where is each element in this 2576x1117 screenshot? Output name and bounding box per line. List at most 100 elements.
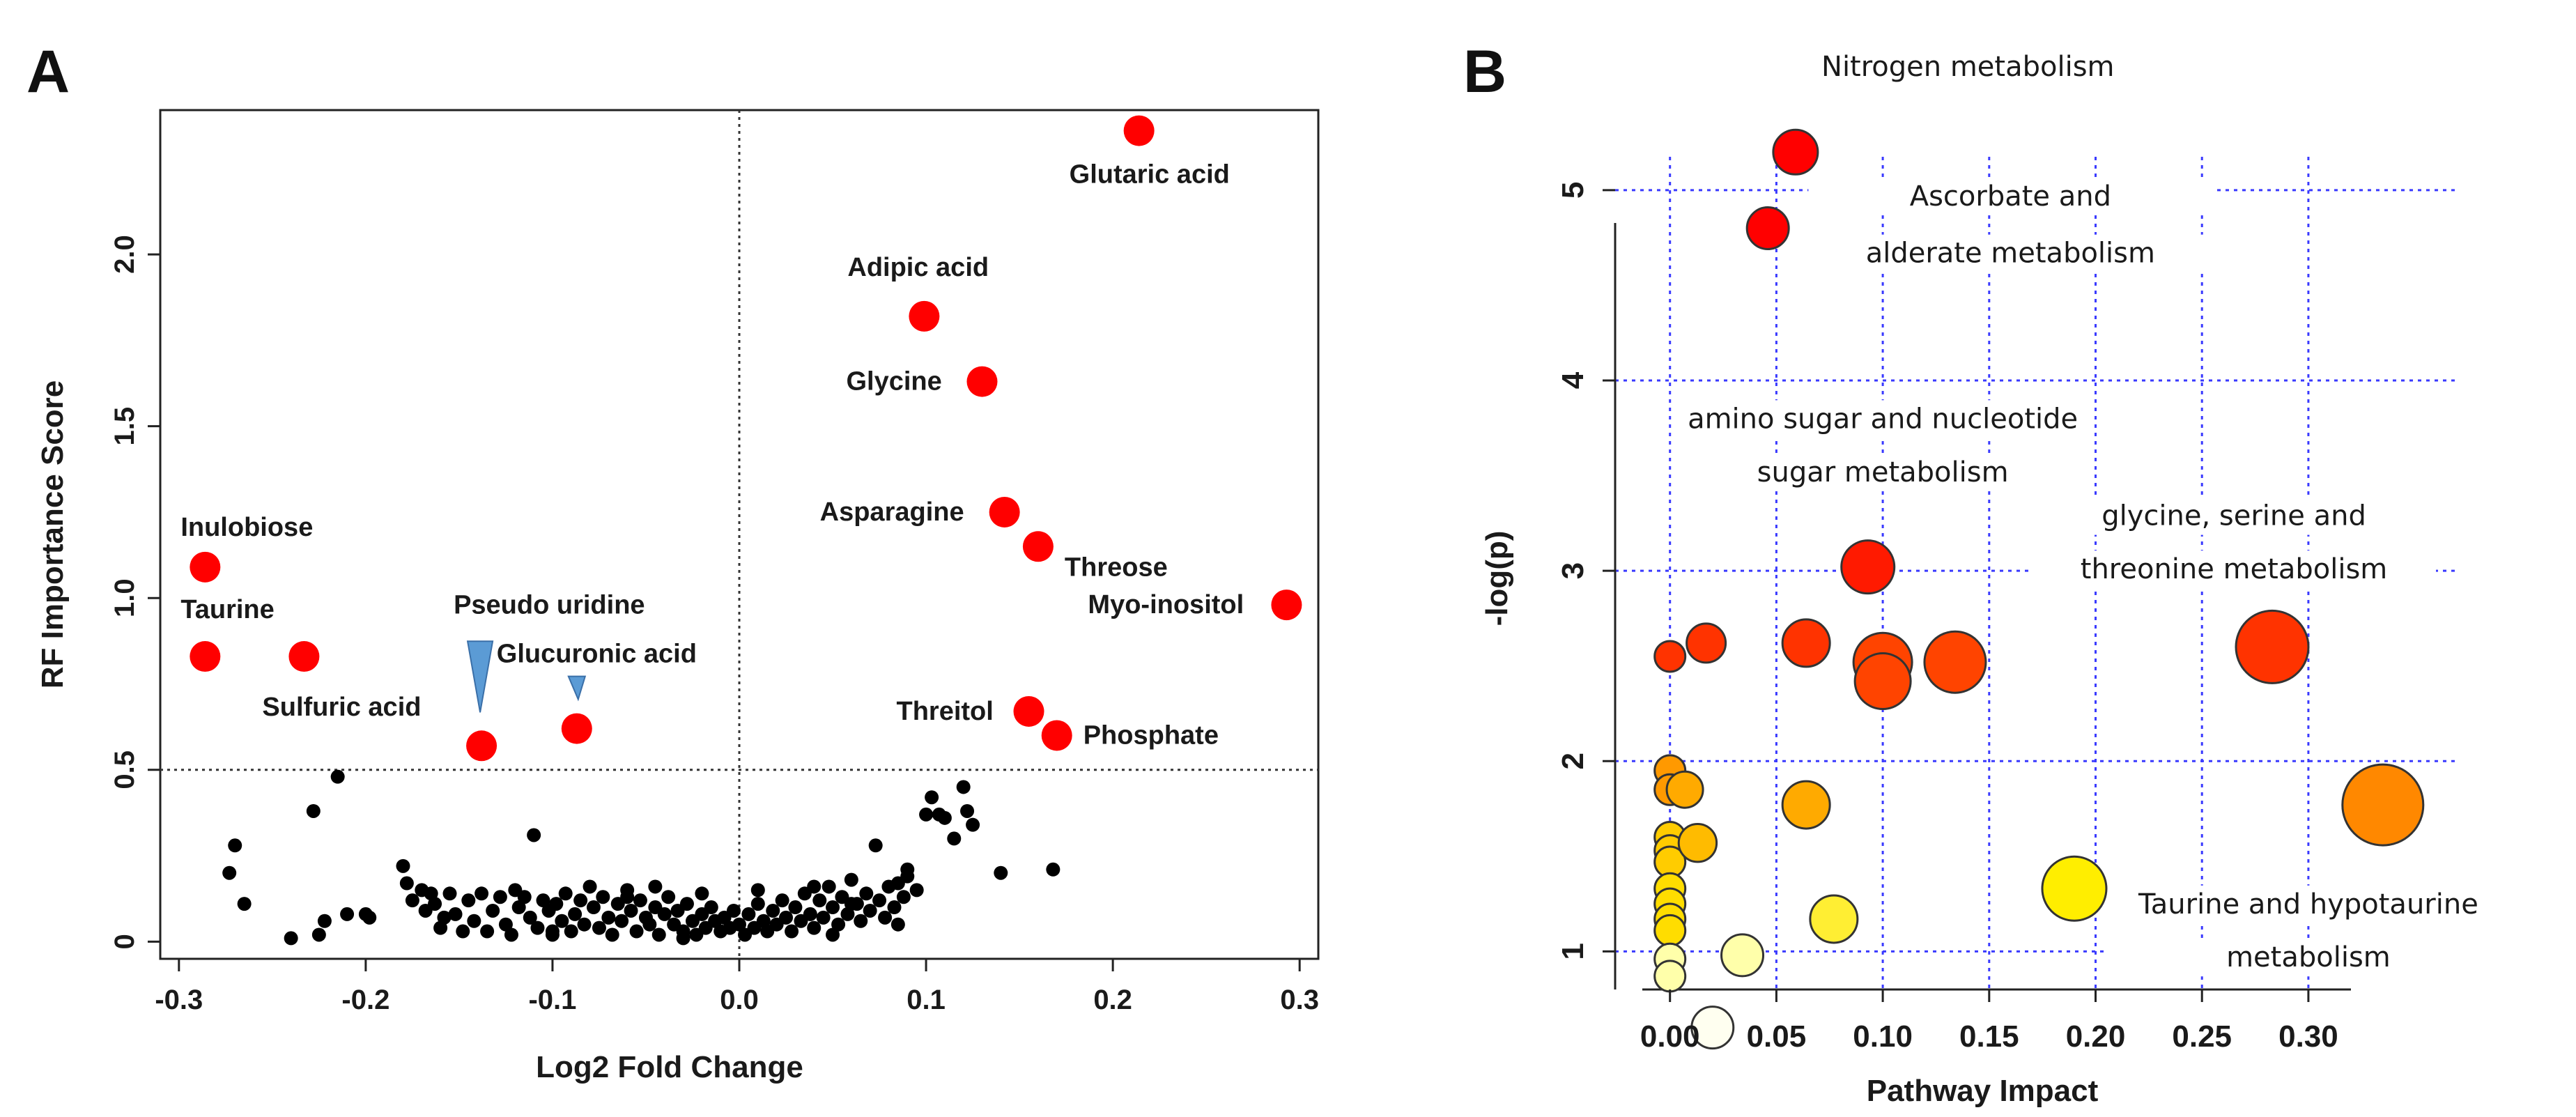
data-point xyxy=(844,897,858,911)
y-tick-label: 1 xyxy=(1556,943,1590,960)
data-point xyxy=(573,893,588,908)
data-point xyxy=(807,879,822,894)
significant-point xyxy=(909,300,940,332)
data-point xyxy=(586,900,601,915)
point-label: Inulobiose xyxy=(180,513,313,542)
pathway-annotation: alderate metabolism xyxy=(1866,238,2155,270)
y-tick-label: 1.0 xyxy=(109,578,140,617)
data-point xyxy=(498,917,513,932)
data-point xyxy=(461,893,476,908)
point-label: Glycine xyxy=(846,367,941,396)
x-tick-label: 0.20 xyxy=(2066,1019,2126,1054)
data-point xyxy=(788,900,803,915)
point-label: Threitol xyxy=(897,697,994,726)
y-tick-label: 2.0 xyxy=(109,235,140,274)
data-point xyxy=(620,890,635,904)
x-tick-label: 0.25 xyxy=(2172,1019,2232,1054)
data-point xyxy=(237,897,252,911)
pathway-bubble xyxy=(1686,622,1727,664)
data-point xyxy=(994,865,1008,880)
pathway-bubble xyxy=(1745,206,1790,251)
annotation-backdrop xyxy=(1766,48,2170,86)
data-point xyxy=(340,907,355,921)
data-point xyxy=(648,879,663,894)
point-label: Asparagine xyxy=(820,498,964,527)
significant-point xyxy=(288,641,320,672)
data-point xyxy=(750,883,765,898)
data-point xyxy=(592,920,606,935)
data-point xyxy=(480,924,495,939)
data-point xyxy=(947,831,962,846)
x-tick-label: 0.10 xyxy=(1853,1019,1913,1054)
data-point xyxy=(311,927,326,942)
data-point xyxy=(966,817,980,832)
pathway-bubble xyxy=(1653,640,1687,673)
data-point xyxy=(467,914,481,928)
annotation-backdrop xyxy=(1681,400,2085,438)
data-point xyxy=(854,914,868,928)
x-tick-label: -0.2 xyxy=(341,985,390,1015)
point-label: Pseudo uridine xyxy=(454,590,645,619)
data-point xyxy=(1046,862,1061,877)
data-point xyxy=(890,917,905,932)
point-label: Phosphate xyxy=(1083,721,1219,750)
pathway-annotation: threonine metabolism xyxy=(2081,553,2388,585)
pathway-bubble xyxy=(1781,618,1831,668)
data-point xyxy=(766,903,780,918)
pathway-bubble-chart: Nitrogen metabolism Ascorbate and alderate… xyxy=(1480,48,2511,1108)
y-tick-label: 0.5 xyxy=(109,750,140,789)
significant-point xyxy=(190,551,221,583)
data-point xyxy=(228,838,242,853)
x-tick-label: -0.3 xyxy=(155,985,203,1015)
data-point xyxy=(624,903,638,918)
arrow-marker xyxy=(466,640,494,713)
x-axis-title: Log2 Fold Change xyxy=(536,1050,803,1084)
point-label: Glucuronic acid xyxy=(497,640,697,669)
pathway-bubble xyxy=(1665,770,1704,809)
data-point xyxy=(523,910,537,925)
data-point xyxy=(937,810,952,825)
x-tick-label: 0.2 xyxy=(1093,985,1132,1015)
pathway-annotation: metabolism xyxy=(2226,941,2391,973)
pathway-bubble xyxy=(1677,822,1718,863)
point-label: Adipic acid xyxy=(847,253,989,282)
data-point xyxy=(826,927,840,942)
data-point xyxy=(456,924,470,939)
data-point xyxy=(605,927,619,942)
data-point xyxy=(577,917,592,932)
data-point xyxy=(812,893,827,908)
x-axis-title: Pathway Impact xyxy=(1867,1074,2099,1108)
x-tick-label: -0.1 xyxy=(528,985,576,1015)
data-point xyxy=(564,924,578,939)
x-tick-label: 0.0 xyxy=(720,985,759,1015)
data-point xyxy=(863,903,877,918)
y-tick-label: 2 xyxy=(1556,753,1590,769)
significant-point xyxy=(1013,695,1044,727)
significant-point xyxy=(1041,720,1072,751)
data-point xyxy=(704,900,718,915)
data-point xyxy=(530,920,545,935)
point-label: Sulfuric acid xyxy=(262,693,421,722)
y-tick-label: 5 xyxy=(1556,182,1590,199)
data-point xyxy=(900,862,915,877)
data-point xyxy=(596,890,610,904)
data-point xyxy=(785,924,799,939)
y-axis-title: -log(p) xyxy=(1480,531,1514,626)
data-point xyxy=(396,858,410,873)
data-point xyxy=(859,886,874,901)
data-point xyxy=(558,886,573,901)
data-point xyxy=(657,907,672,921)
data-point xyxy=(306,803,321,818)
data-point xyxy=(741,907,756,921)
data-point xyxy=(726,903,741,918)
data-point xyxy=(732,917,746,932)
data-point xyxy=(642,917,657,932)
data-point xyxy=(527,828,541,842)
annotation-backdrop xyxy=(2032,550,2437,589)
data-point xyxy=(887,900,902,915)
pathway-annotation: glycine, serine and xyxy=(2101,500,2366,532)
data-point xyxy=(826,900,840,915)
pathway-bubble xyxy=(2235,609,2310,684)
data-point xyxy=(816,910,831,925)
point-label: Threose xyxy=(1065,553,1168,582)
